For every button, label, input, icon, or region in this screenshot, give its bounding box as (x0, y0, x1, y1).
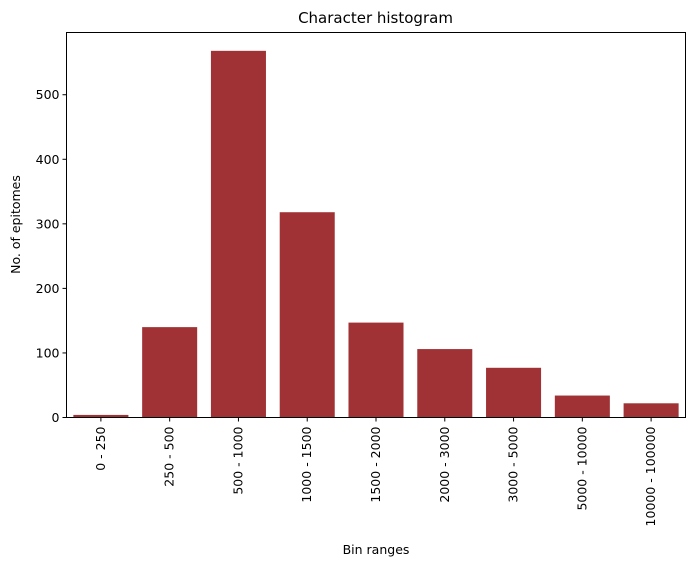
x-tick-label-2: 500 - 1000 (230, 426, 245, 494)
x-tick-label-0: 0 - 250 (93, 426, 108, 470)
bar-6 (486, 367, 542, 418)
y-tick-label-4: 400 (36, 152, 60, 167)
chart-title: Character histogram (298, 9, 453, 27)
y-tick-label-5: 500 (36, 87, 60, 102)
bar-5 (417, 349, 473, 418)
bar-0 (73, 414, 129, 418)
y-tick-label-3: 300 (36, 216, 60, 231)
x-axis-ticks: 0 - 250 250 - 500 500 - 1000 1000 - 1500 150… (93, 417, 658, 526)
x-tick-label-4: 1500 - 2000 (368, 426, 383, 502)
bar-8 (623, 403, 679, 418)
y-tick-label-2: 200 (36, 281, 60, 296)
y-tick-label-0: 0 (52, 410, 60, 425)
bar-1 (142, 327, 198, 418)
y-axis-ticks: 0 100 200 300 400 500 (36, 87, 67, 425)
x-axis-label: Bin ranges (343, 542, 410, 557)
x-tick-label-3: 1000 - 1500 (299, 426, 314, 502)
y-tick-label-1: 100 (36, 345, 60, 360)
bar-3 (279, 212, 335, 418)
bar-4 (348, 322, 404, 418)
x-tick-label-6: 3000 - 5000 (506, 426, 521, 502)
bar-2 (210, 50, 266, 418)
x-tick-label-1: 250 - 500 (162, 426, 177, 486)
x-tick-label-7: 5000 - 10000 (574, 426, 589, 510)
x-tick-label-5: 2000 - 3000 (437, 426, 452, 502)
y-axis-label: No. of epitomes (8, 175, 23, 274)
plot-frame (66, 32, 686, 418)
bars-group (73, 50, 679, 418)
x-tick-label-8: 10000 - 100000 (643, 426, 658, 526)
bar-7 (554, 395, 610, 418)
